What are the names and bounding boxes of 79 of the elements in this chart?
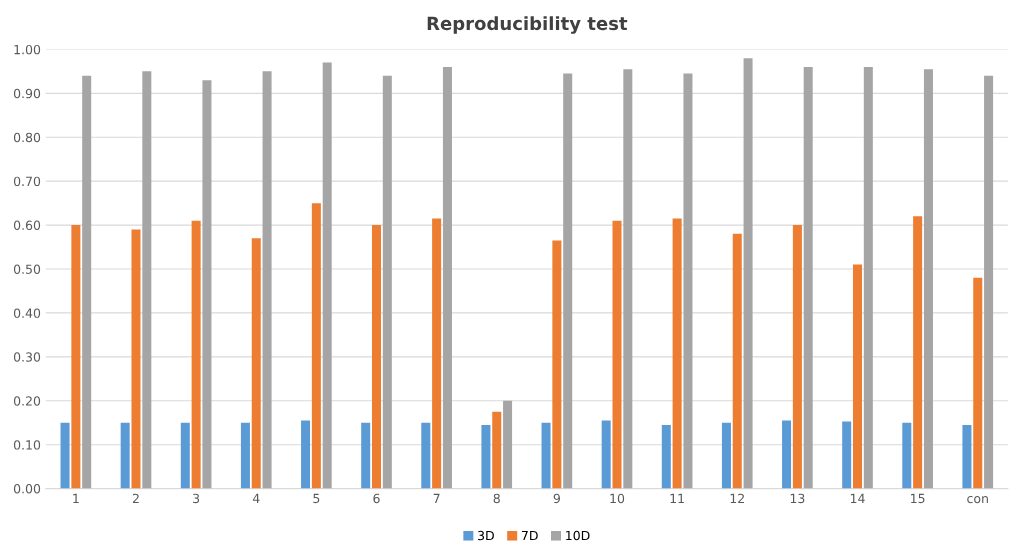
- bar: [240, 422, 250, 489]
- bar: [552, 240, 562, 489]
- bar: [481, 424, 491, 489]
- bar: [492, 411, 502, 489]
- bar: [732, 233, 742, 489]
- bar: [322, 62, 332, 489]
- bar: [301, 420, 311, 489]
- bar: [382, 75, 392, 489]
- bar: [311, 203, 321, 489]
- x-tick-label: 2: [132, 493, 139, 503]
- bar: [371, 225, 382, 489]
- bar: [71, 225, 81, 489]
- x-tick-label: 3: [193, 493, 200, 504]
- y-tick-label: 0.40: [13, 308, 41, 318]
- legend-label: 3D: [478, 530, 494, 541]
- bar: [612, 220, 622, 489]
- bar: [503, 400, 513, 489]
- y-tick-label: 0.20: [13, 396, 41, 406]
- bar: [432, 218, 442, 489]
- x-tick-label: 14: [850, 493, 865, 503]
- x-tick-label: 11: [670, 493, 684, 503]
- bar: [923, 69, 933, 489]
- y-tick-label: 0.00: [13, 484, 41, 494]
- bar: [251, 238, 261, 489]
- bar: [973, 277, 983, 489]
- x-tick-label: 13: [790, 493, 805, 504]
- bar: [782, 420, 792, 489]
- bar: [623, 69, 633, 489]
- x-tick-label: 10: [610, 493, 625, 504]
- y-tick-label: 0.60: [13, 220, 41, 231]
- bar: [842, 421, 852, 489]
- x-tick-label: 8: [493, 493, 500, 504]
- bar: [672, 218, 682, 489]
- chart-title: Reproducibility test: [427, 16, 628, 34]
- bar: [962, 424, 972, 489]
- bar: [601, 420, 611, 489]
- bar: [442, 66, 452, 489]
- bar: [913, 216, 923, 489]
- y-tick-label: 0.50: [13, 264, 41, 274]
- bar: [792, 225, 802, 489]
- bar: [661, 424, 671, 489]
- x-tick-label: 6: [373, 493, 380, 504]
- y-tick-label: 0.90: [13, 88, 41, 99]
- bar: [853, 264, 863, 489]
- bar: [721, 422, 731, 489]
- x-tick-label: 1: [73, 493, 79, 503]
- x-tick-label: 7: [433, 493, 440, 503]
- bar: [120, 422, 130, 489]
- x-tick-label: 12: [730, 493, 744, 503]
- bar: [142, 71, 152, 489]
- x-tick-label: 5: [313, 493, 320, 504]
- bar: [743, 58, 753, 489]
- x-tick-label: 9: [553, 493, 560, 504]
- bar: [191, 220, 201, 489]
- bar: [984, 75, 994, 489]
- legend-label: 7D: [521, 530, 538, 541]
- bar: [803, 66, 813, 489]
- x-tick-label: 15: [911, 493, 925, 504]
- bar: [180, 422, 190, 489]
- bar: [60, 422, 70, 489]
- bar: [202, 80, 212, 489]
- y-tick-label: 0.30: [13, 352, 41, 362]
- y-tick-label: 0.80: [13, 132, 41, 143]
- x-tick-label: 4: [252, 493, 260, 503]
- bar: [902, 422, 912, 489]
- bar: [82, 75, 92, 489]
- legend-label: 10D: [566, 530, 590, 541]
- y-tick-label: 0.70: [13, 176, 41, 187]
- bar: [541, 422, 551, 489]
- bar: [863, 66, 873, 489]
- y-tick-label: 0.10: [13, 440, 41, 450]
- bar: [683, 73, 693, 489]
- y-tick-label: 1.00: [14, 44, 41, 55]
- bar: [563, 73, 573, 489]
- bar: [361, 422, 371, 489]
- bar: [262, 71, 272, 489]
- bar: [421, 422, 431, 489]
- x-tick-label: con: [967, 495, 988, 504]
- bar: [131, 229, 141, 489]
